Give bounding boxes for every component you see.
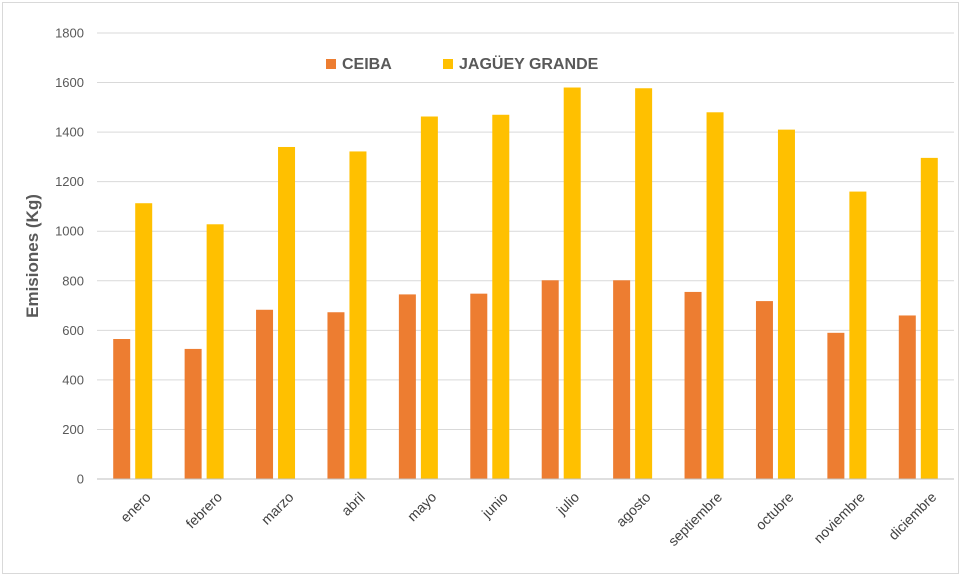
x-tick-label: octubre (752, 489, 796, 533)
x-tick-label: abril (338, 489, 368, 519)
y-tick-label: 600 (62, 323, 84, 338)
bar-ceiba (898, 315, 916, 479)
y-axis-label: Emisiones (Kg) (23, 194, 42, 318)
x-tick-label: febrero (182, 489, 225, 532)
x-tick-label: mayo (404, 489, 440, 525)
bar-jaguey-grande (135, 203, 153, 479)
bar-ceiba (827, 332, 845, 479)
y-tick-label: 200 (62, 422, 84, 437)
bar-ceiba (541, 280, 559, 479)
legend-label: CEIBA (342, 56, 392, 73)
x-tick-label: diciembre (885, 489, 939, 543)
bar-ceiba (256, 309, 274, 479)
y-tick-label: 1000 (55, 224, 84, 239)
bar-ceiba (684, 291, 702, 479)
y-tick-label: 400 (62, 372, 84, 387)
legend-swatch (326, 59, 336, 69)
bar-jaguey-grande (278, 146, 296, 479)
y-tick-label: 0 (77, 472, 84, 487)
x-axis-ticks: enero febrero marzo abril mayo junio julio agos… (117, 489, 939, 549)
legend: CEIBA JAGÜEY GRANDE (326, 54, 599, 73)
bar-ceiba (755, 301, 773, 479)
legend-label: JAGÜEY GRANDE (459, 54, 599, 73)
y-tick-label: 1400 (55, 125, 84, 140)
bar-jaguey-grande (420, 116, 438, 480)
bar-jaguey-grande (777, 129, 795, 479)
y-tick-label: 1800 (55, 26, 84, 41)
bar-jaguey-grande (849, 191, 867, 480)
bar-ceiba (184, 348, 202, 479)
y-tick-label: 800 (62, 273, 84, 288)
x-tick-label: enero (117, 489, 154, 526)
bar-jaguey-grande (563, 87, 581, 479)
bar-jaguey-grande (492, 114, 510, 480)
x-tick-label: agosto (613, 489, 654, 530)
x-tick-label: noviembre (810, 489, 868, 547)
bar-jaguey-grande (349, 151, 367, 479)
x-tick-label: marzo (258, 489, 297, 528)
bar-ceiba (470, 293, 488, 479)
bars (113, 87, 938, 480)
gridlines (97, 32, 954, 430)
bar-ceiba (327, 312, 345, 479)
bar-jaguey-grande (920, 157, 938, 479)
x-tick-label: septiembre (665, 489, 725, 549)
bar-jaguey-grande (635, 88, 653, 479)
bar-ceiba (613, 280, 631, 479)
y-tick-label: 1200 (55, 174, 84, 189)
bar-jaguey-grande (706, 112, 724, 480)
y-tick-label: 1600 (55, 75, 84, 90)
y-axis-ticks: 0 200 400 600 800 1000 1200 1400 1600 1800 (55, 26, 84, 487)
bar-jaguey-grande (206, 224, 224, 479)
bar-ceiba (398, 294, 416, 479)
bar-ceiba (113, 339, 131, 479)
legend-swatch (443, 59, 453, 69)
x-tick-label: julio (553, 489, 583, 519)
x-tick-label: junio (478, 489, 511, 522)
